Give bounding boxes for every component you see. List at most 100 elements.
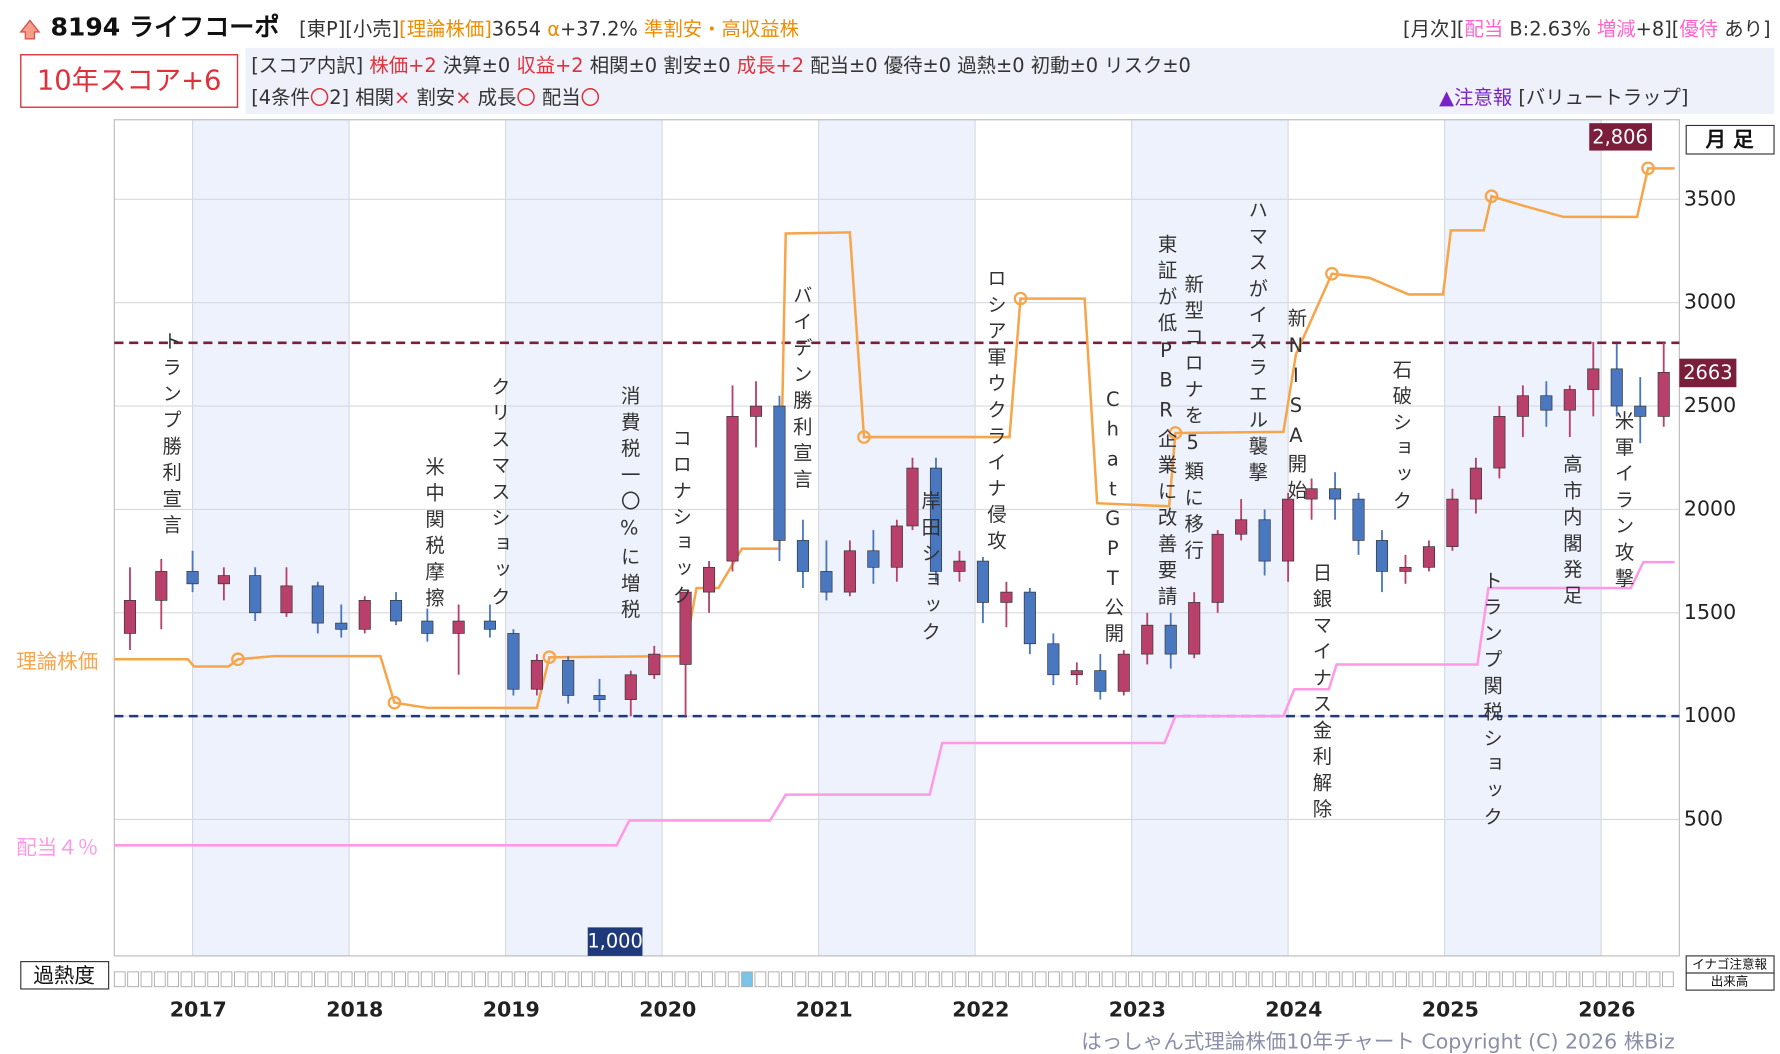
series-marker bbox=[1168, 426, 1183, 440]
header-segment: 過熱±0 bbox=[951, 54, 1024, 77]
overheat-cell bbox=[140, 971, 153, 988]
overheat-cell bbox=[527, 971, 540, 988]
overheat-cell bbox=[233, 971, 246, 988]
series-marker bbox=[1641, 161, 1655, 176]
current-price-box bbox=[1679, 358, 1737, 388]
event-label: 東証が低PBR企業に改善要請 bbox=[1155, 234, 1178, 612]
overheat-cell bbox=[380, 971, 393, 988]
event-label: 新型コロナを5類に移行 bbox=[1181, 274, 1204, 566]
candle-body bbox=[1258, 519, 1271, 562]
event-label: ハマスがイスラエル襲撃 bbox=[1245, 200, 1268, 489]
x-tick-label: 2024 bbox=[1265, 998, 1322, 1022]
x-tick-label: 2021 bbox=[796, 998, 853, 1022]
header-segment: 配当 bbox=[1464, 17, 1503, 40]
candle-body bbox=[217, 575, 230, 585]
header-segment: × bbox=[394, 86, 410, 109]
overheat-cell bbox=[367, 971, 380, 988]
overheat-cell bbox=[300, 971, 313, 988]
event-label: トランプ関税ショック bbox=[1480, 570, 1503, 832]
candle-body bbox=[311, 585, 324, 624]
candle-body bbox=[1141, 624, 1154, 655]
overheat-cell bbox=[327, 971, 340, 988]
overheat-cell bbox=[701, 971, 713, 988]
header-segment: 配当±0 bbox=[804, 54, 877, 77]
event-label: バイデン勝利宣言 bbox=[790, 285, 813, 495]
event-label: ロシア軍ウクライナ侵攻 bbox=[984, 268, 1007, 557]
candle-body bbox=[1094, 670, 1107, 692]
overheat-cell bbox=[1261, 971, 1274, 988]
overheat-cell bbox=[274, 971, 286, 988]
overheat-cell bbox=[1528, 971, 1541, 988]
overheat-cell bbox=[1475, 971, 1487, 988]
overheat-cell bbox=[1114, 971, 1127, 988]
x-tick-label: 2020 bbox=[639, 998, 696, 1022]
overheat-cell bbox=[500, 971, 513, 988]
candle-body bbox=[1610, 368, 1623, 407]
volume-label: 出来高 bbox=[1711, 974, 1749, 989]
candle-body bbox=[1282, 498, 1295, 562]
overheat-cell bbox=[1355, 971, 1367, 988]
overheat-cell bbox=[1074, 971, 1087, 988]
overheat-cell bbox=[1088, 971, 1100, 988]
header-segment: +37.2% bbox=[560, 17, 638, 40]
event-label: 石破ショック bbox=[1389, 359, 1412, 516]
header-segment: [東P][小売] bbox=[299, 17, 399, 40]
overheat-cell bbox=[1341, 971, 1354, 988]
overheat-cell bbox=[447, 971, 460, 988]
header-segment: [月次][ bbox=[1403, 17, 1464, 40]
header-segment: 〇 bbox=[581, 86, 600, 109]
candle-body bbox=[1493, 416, 1506, 469]
overheat-cell bbox=[1368, 971, 1381, 988]
overheat-cell bbox=[1154, 971, 1167, 988]
y-tick-label: 1000 bbox=[1684, 703, 1736, 727]
overheat-cell bbox=[941, 971, 954, 988]
overheat-cell bbox=[1168, 971, 1180, 988]
event-label: 消費税一〇%に増税 bbox=[618, 386, 641, 626]
overheat-cell bbox=[1541, 971, 1554, 988]
overheat-cell bbox=[1008, 971, 1020, 988]
candle-body bbox=[1188, 602, 1201, 655]
candle-body bbox=[1563, 389, 1576, 411]
up-arrow-icon bbox=[19, 19, 41, 40]
header-segment: B:2.63% bbox=[1503, 17, 1597, 40]
candle-body bbox=[624, 674, 637, 700]
overheat-cell bbox=[567, 971, 580, 988]
candle-body bbox=[773, 405, 786, 541]
overheat-cell bbox=[847, 971, 860, 988]
candle-body bbox=[1375, 540, 1389, 572]
overheat-cell bbox=[674, 971, 687, 988]
series-marker bbox=[231, 652, 245, 667]
y-tick-label: 2500 bbox=[1684, 393, 1736, 417]
alert: ▲注意報 [バリュートラップ] bbox=[1439, 86, 1688, 109]
x-tick-label: 2026 bbox=[1578, 998, 1635, 1022]
overheat-cell bbox=[540, 971, 553, 988]
candle-body bbox=[1469, 467, 1482, 500]
series-marker bbox=[542, 650, 557, 665]
year-band bbox=[505, 119, 663, 956]
candle-body bbox=[648, 653, 661, 676]
candle-body bbox=[1070, 670, 1083, 676]
candle-body bbox=[1446, 498, 1459, 547]
header-band bbox=[245, 47, 1775, 115]
candle-body bbox=[843, 550, 856, 593]
candle-body bbox=[1422, 546, 1436, 568]
overheat-cell bbox=[1248, 971, 1261, 988]
overheat-cell bbox=[1128, 971, 1140, 988]
event-label: 日銀マイナス金利解除 bbox=[1309, 562, 1332, 824]
candle-body bbox=[335, 622, 348, 630]
overheat-cell bbox=[354, 971, 366, 988]
overheat-cell bbox=[1515, 971, 1527, 988]
series-label: 理論株価 bbox=[16, 650, 98, 674]
series-marker bbox=[1325, 266, 1339, 281]
y-tick-label: 2000 bbox=[1684, 496, 1736, 520]
overheat-cell bbox=[247, 971, 260, 988]
candle-body bbox=[123, 600, 137, 634]
overheat-cell bbox=[687, 971, 700, 988]
score-breakdown: [スコア内訳] 株価+2 決算±0 収益+2 相関±0 割安±0 成長+2 配当… bbox=[251, 54, 1191, 77]
event-label: 岸田ショック bbox=[918, 490, 941, 647]
overheat-cell bbox=[914, 971, 927, 988]
candle-body bbox=[1399, 566, 1412, 572]
candle-body bbox=[1023, 591, 1036, 645]
overheat-cell bbox=[460, 971, 473, 988]
period-box bbox=[1685, 124, 1775, 155]
